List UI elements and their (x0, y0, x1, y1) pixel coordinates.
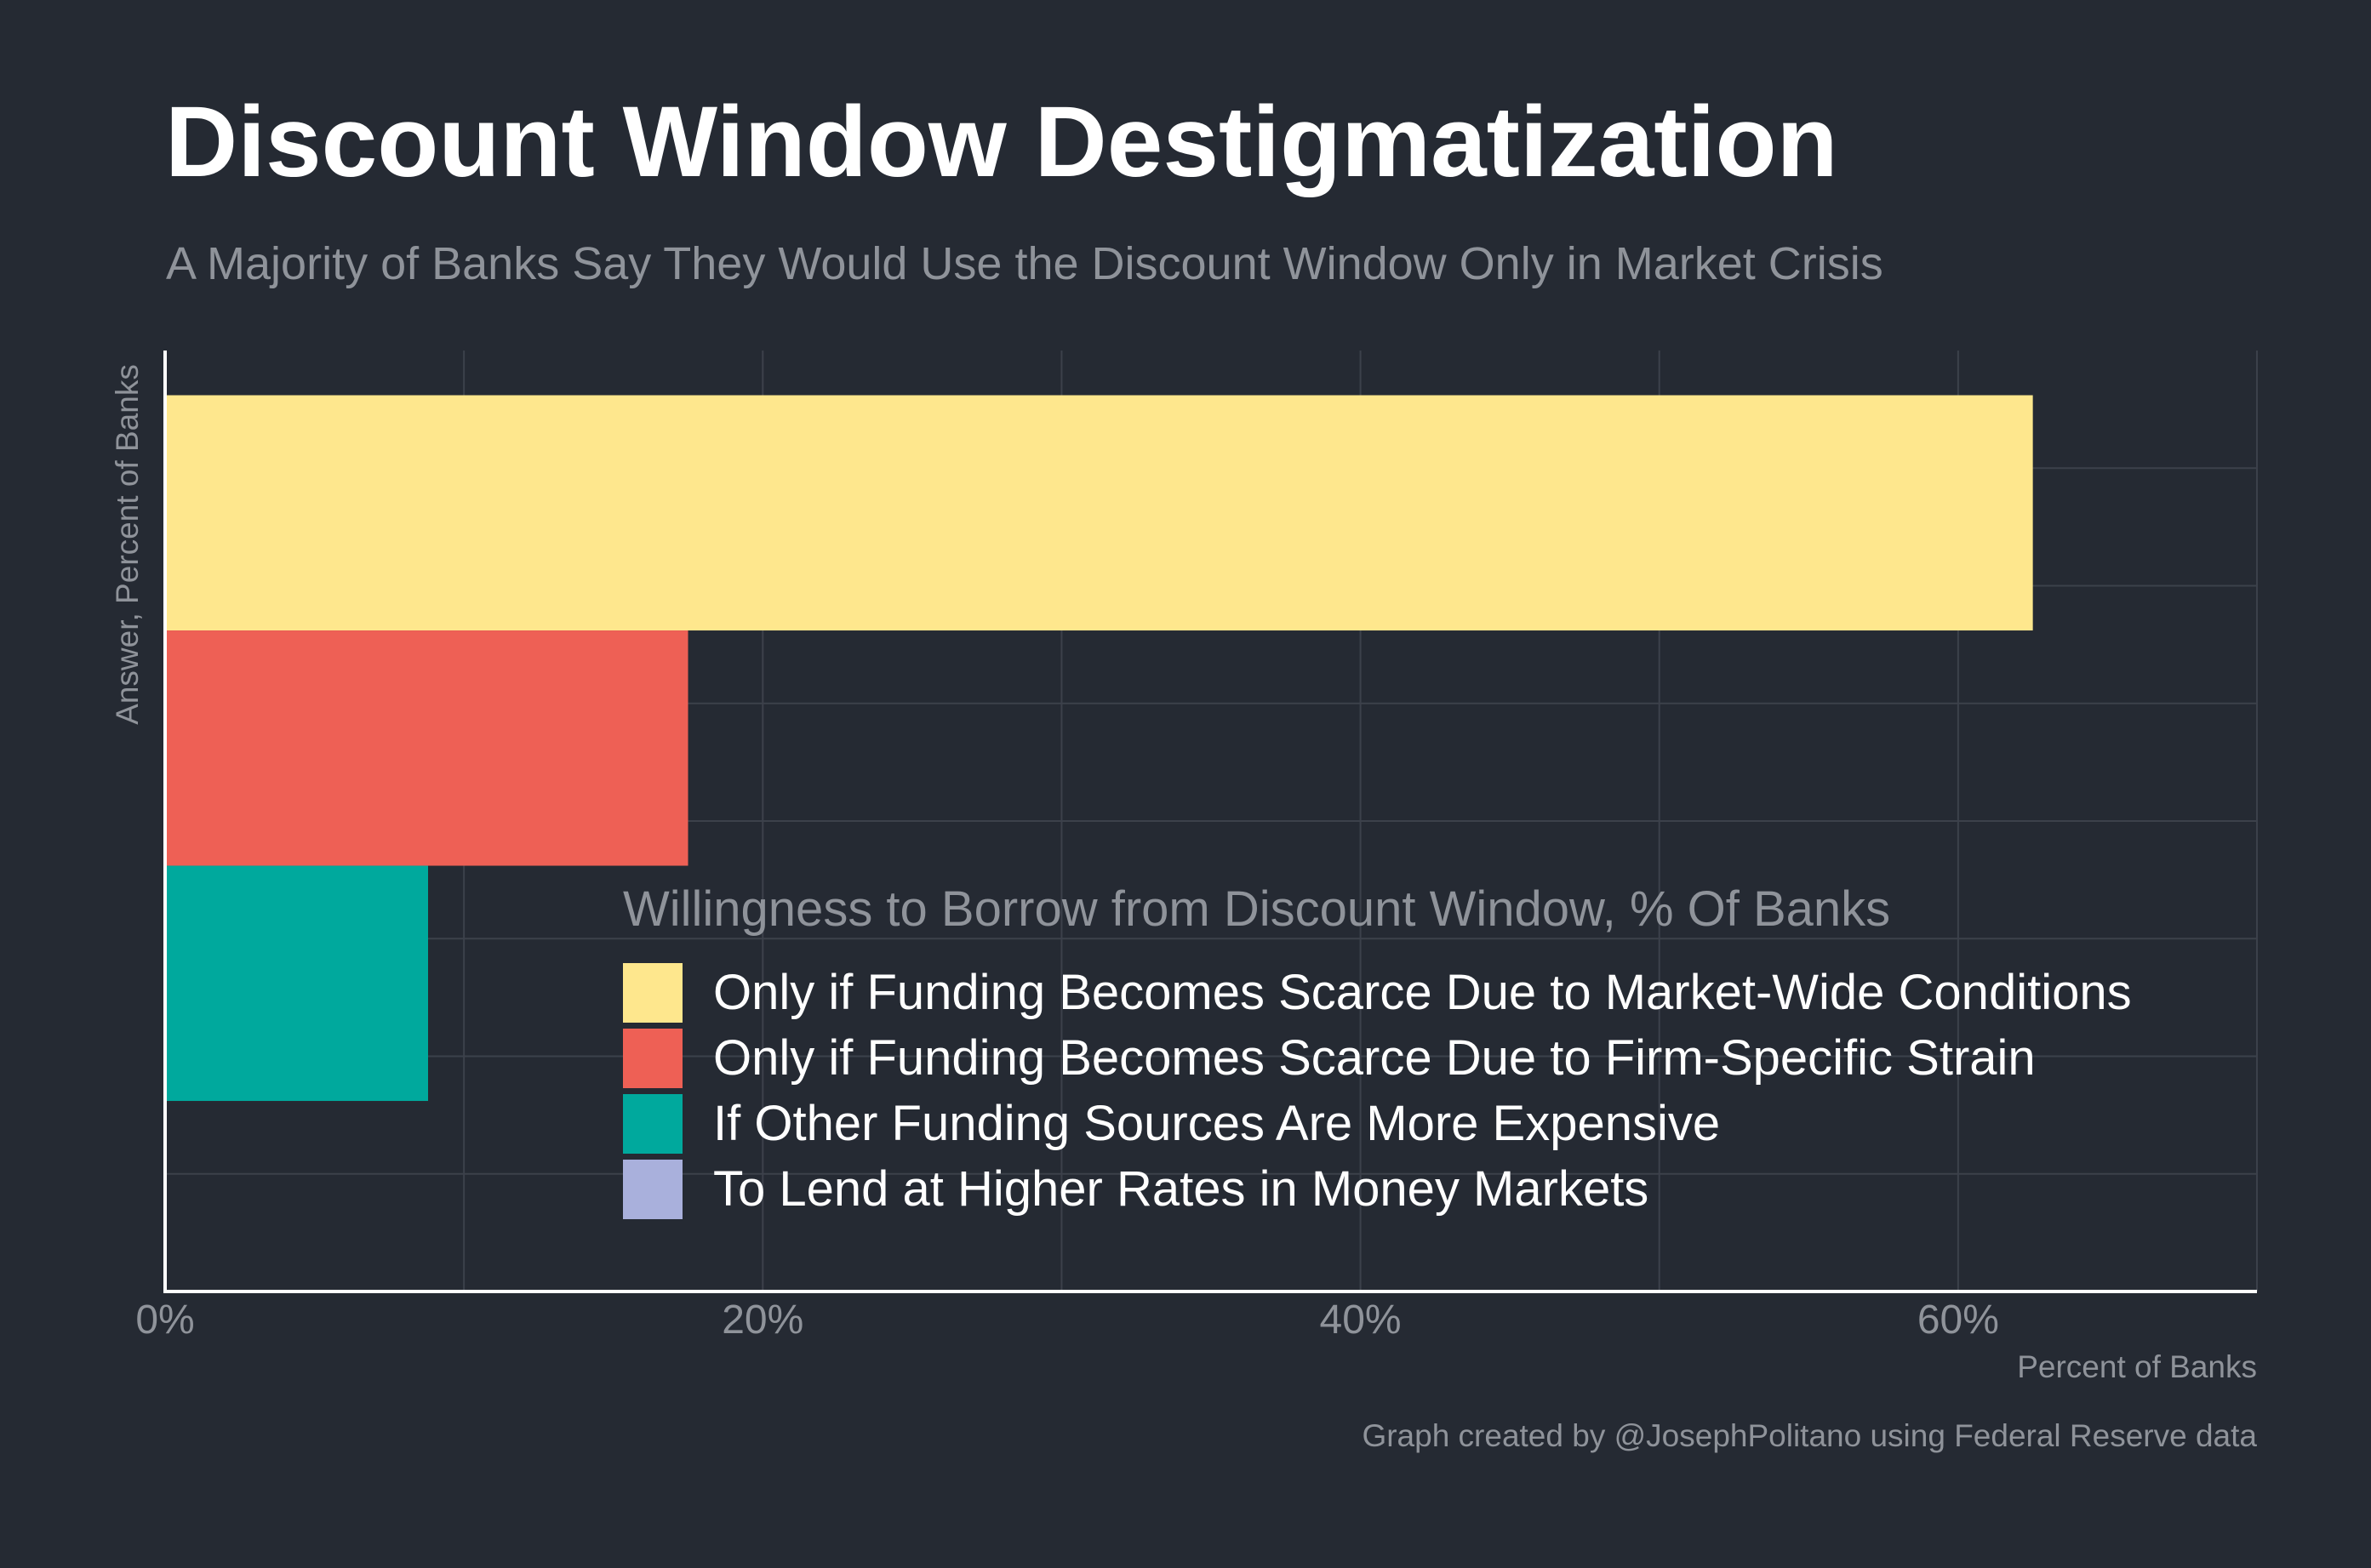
bar-3 (165, 865, 429, 1102)
legend: Willingness to Borrow from Discount Wind… (623, 885, 2132, 1222)
legend-item: To Lend at Higher Rates in Money Markets (623, 1156, 2132, 1222)
chart-subtitle: A Majority of Banks Say They Would Use t… (166, 238, 1883, 289)
legend-label: If Other Funding Sources Are More Expens… (713, 1096, 1721, 1151)
x-tick-label: 40% (1320, 1297, 1402, 1343)
x-tick-label: 20% (722, 1297, 803, 1343)
bar-2 (165, 630, 688, 866)
legend-label: To Lend at Higher Rates in Money Markets (713, 1161, 1649, 1217)
legend-swatch-firm-specific (623, 1028, 683, 1088)
legend-swatch-money-markets (623, 1159, 683, 1219)
x-tick-label: 60% (1917, 1297, 1999, 1343)
source-caption: Graph created by @JosephPolitano using F… (1362, 1418, 2257, 1453)
y-axis-label: Answer, Percent of Banks (110, 364, 145, 725)
bar-1 (165, 395, 2033, 631)
legend-item: If Other Funding Sources Are More Expens… (623, 1091, 2132, 1156)
legend-label: Only if Funding Becomes Scarce Due to Ma… (713, 965, 2132, 1020)
legend-swatch-market-wide (623, 962, 683, 1023)
legend-item: Only if Funding Becomes Scarce Due to Ma… (623, 960, 2132, 1025)
chart-title: Discount Window Destigmatization (165, 86, 1838, 198)
legend-label: Only if Funding Becomes Scarce Due to Fi… (713, 1030, 2036, 1086)
x-axis-label: Percent of Banks (2017, 1349, 2257, 1384)
legend-item: Only if Funding Becomes Scarce Due to Fi… (623, 1025, 2132, 1091)
legend-title: Willingness to Borrow from Discount Wind… (623, 881, 1891, 937)
x-tick-label: 0% (135, 1297, 194, 1343)
legend-swatch-other-sources (623, 1093, 683, 1154)
